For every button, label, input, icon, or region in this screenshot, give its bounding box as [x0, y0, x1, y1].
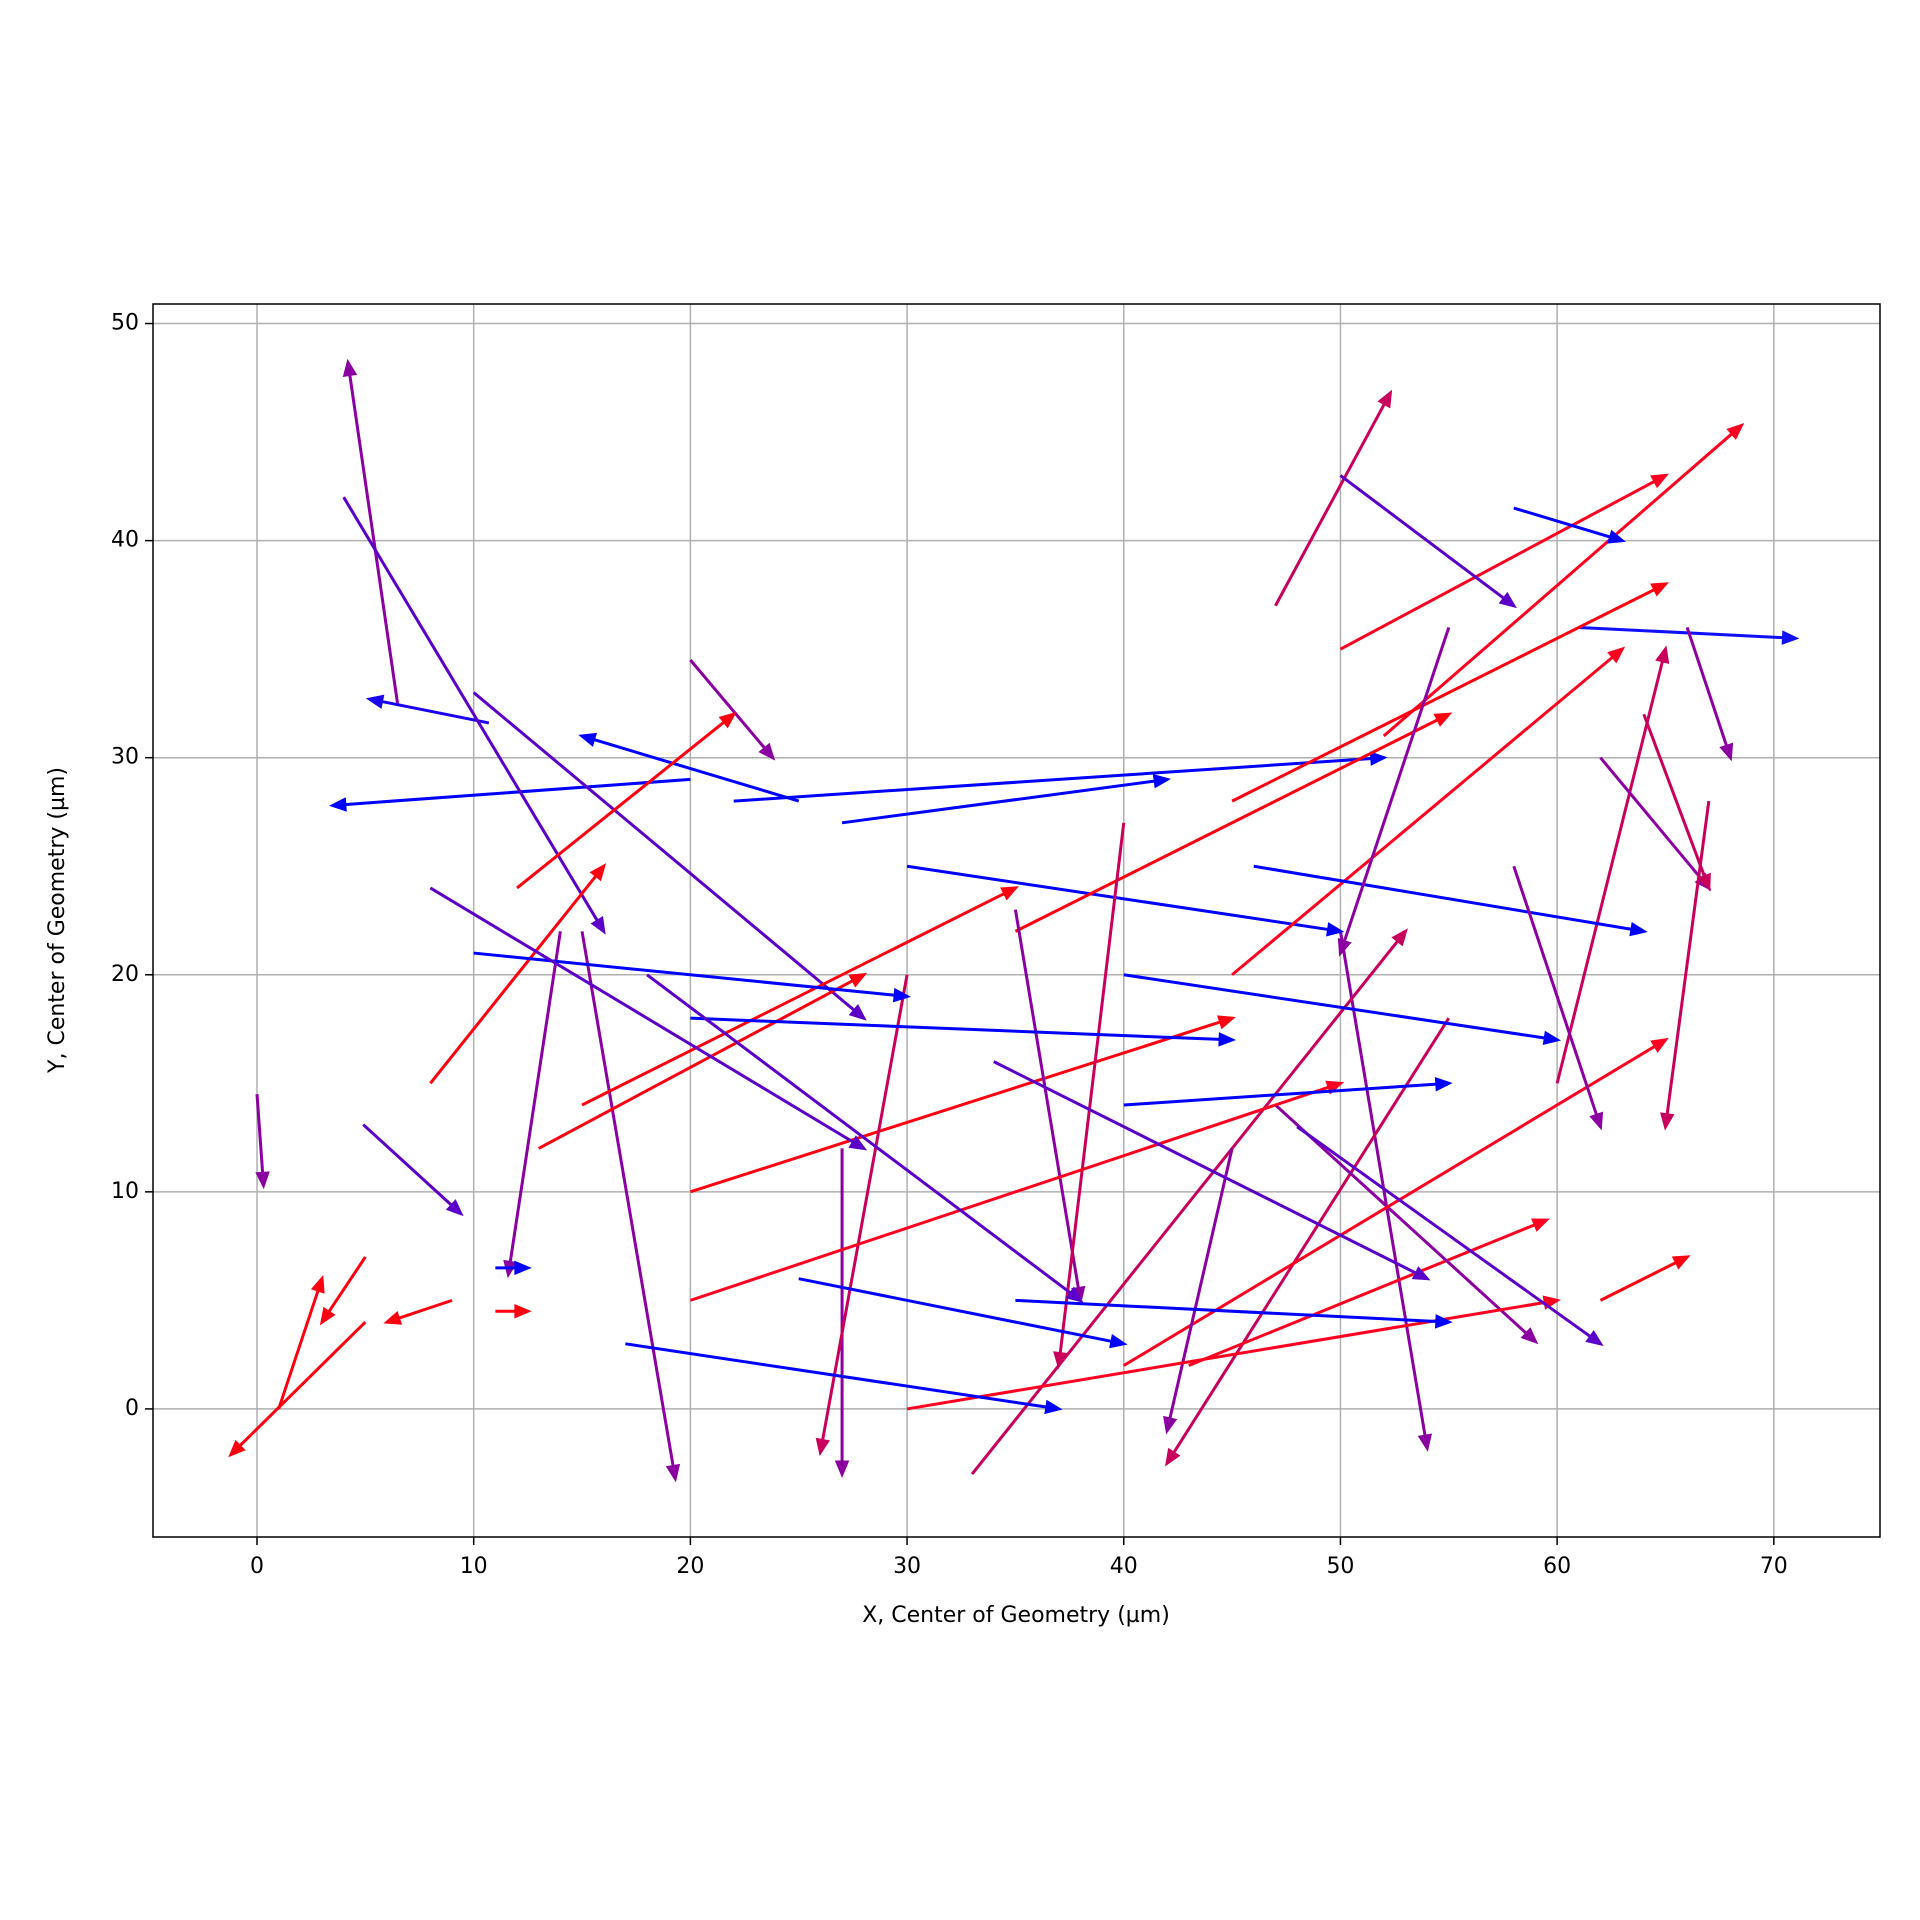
y-axis-label: Y, Center of Geometry (µm)	[45, 767, 70, 1074]
arrow	[255, 1094, 270, 1190]
arrow	[689, 1015, 1236, 1194]
y-tick-label: 30	[111, 745, 139, 770]
arrow	[689, 659, 776, 761]
arrow	[1296, 1125, 1604, 1347]
arrow	[1163, 1148, 1234, 1435]
arrow	[516, 711, 737, 890]
x-tick-label: 0	[250, 1554, 264, 1579]
arrow	[1513, 506, 1626, 544]
arrow	[1122, 1037, 1669, 1367]
arrow	[362, 1123, 464, 1217]
arrow	[1015, 1298, 1453, 1329]
arrow	[1231, 582, 1669, 803]
arrow	[472, 691, 867, 1021]
y-tick-label: 50	[111, 311, 139, 336]
x-tick-label: 40	[1110, 1554, 1138, 1579]
arrow	[342, 358, 400, 706]
x-tick-label: 50	[1326, 1554, 1354, 1579]
arrow	[1578, 625, 1800, 645]
arrow	[733, 751, 1388, 803]
arrow	[1165, 1017, 1451, 1467]
arrow	[1231, 646, 1626, 976]
arrow	[581, 886, 1019, 1107]
arrow	[495, 1260, 532, 1276]
arrow	[1253, 864, 1648, 937]
arrow	[228, 1321, 367, 1458]
arrow	[993, 1060, 1431, 1281]
arrow	[1339, 474, 1517, 609]
arrow	[906, 1295, 1561, 1411]
y-tick-label: 10	[111, 1179, 139, 1204]
arrow	[537, 972, 868, 1150]
arrow	[1382, 423, 1745, 738]
arrow	[473, 951, 911, 1003]
arrow	[1053, 822, 1126, 1370]
arrow	[1274, 389, 1393, 607]
arrow	[503, 931, 562, 1279]
x-axis-label: X, Center of Geometry (µm)	[862, 1603, 1170, 1628]
x-tick-label: 60	[1543, 1554, 1571, 1579]
arrow	[798, 1277, 1128, 1349]
arrow	[1123, 973, 1561, 1046]
arrow	[1274, 1103, 1539, 1345]
arrow	[815, 974, 909, 1457]
x-tick-label: 30	[893, 1554, 921, 1579]
arrow	[646, 973, 1084, 1303]
arrow	[578, 732, 800, 803]
x-tick-label: 70	[1760, 1554, 1788, 1579]
arrow	[580, 931, 681, 1483]
arrow	[1512, 865, 1604, 1131]
arrow	[319, 1256, 367, 1326]
arrow	[1014, 712, 1453, 933]
y-tick-label: 0	[125, 1396, 139, 1421]
arrow	[1123, 1076, 1453, 1107]
arrow	[1599, 1255, 1691, 1302]
arrow	[1599, 756, 1712, 891]
x-tick-label: 20	[676, 1554, 704, 1579]
arrow	[625, 1342, 1063, 1415]
arrow	[834, 1148, 850, 1478]
arrow	[383, 1298, 453, 1325]
arrow	[328, 777, 691, 812]
arrow	[429, 886, 868, 1151]
arrow	[1339, 473, 1669, 651]
plot-frame	[152, 303, 1881, 1538]
y-tick-label: 20	[111, 962, 139, 987]
y-tick-label: 40	[111, 528, 139, 553]
arrow	[365, 694, 490, 725]
arrow	[277, 1274, 325, 1410]
arrow	[1660, 800, 1711, 1131]
arrow	[1642, 713, 1711, 892]
x-tick-label: 10	[460, 1554, 488, 1579]
arrow	[689, 1080, 1345, 1302]
arrow	[841, 774, 1171, 825]
arrow	[906, 864, 1345, 937]
arrow	[429, 863, 607, 1085]
arrow	[342, 496, 606, 935]
arrow	[495, 1303, 532, 1319]
arrow	[1338, 931, 1433, 1452]
arrow	[1685, 626, 1734, 762]
arrow	[690, 1016, 1236, 1047]
arrow	[1555, 645, 1670, 1084]
arrow	[1188, 1218, 1550, 1367]
arrow	[1337, 626, 1451, 957]
